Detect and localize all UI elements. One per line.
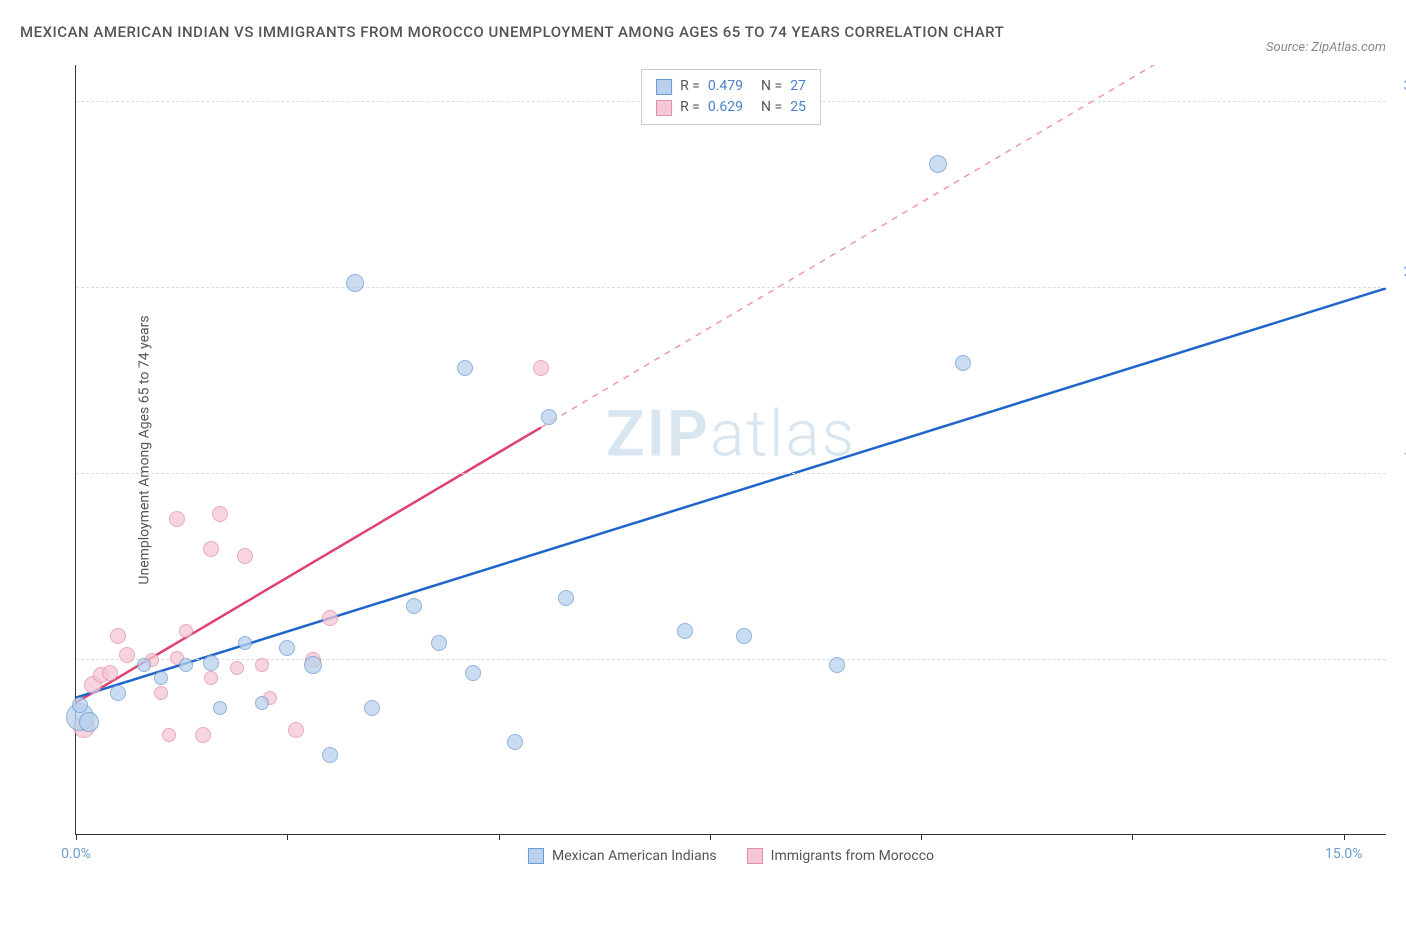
x-tick [921,834,922,840]
plot-wrapper: Unemployment Among Ages 65 to 74 years Z… [20,65,1386,835]
x-tick [76,834,77,840]
scatter-point-series1 [431,635,447,651]
bottom-legend-series2-label: Immigrants from Morocco [771,848,934,864]
legend-row-series1: R = 0.479 N = 27 [656,76,806,97]
legend-r-label: R = [680,97,700,118]
scatter-point-series2 [162,728,176,742]
scatter-point-series1 [829,657,845,673]
scatter-point-series2 [230,661,244,675]
scatter-point-series1 [406,598,422,614]
scatter-point-series2 [255,658,269,672]
gridline [76,473,1386,474]
scatter-point-series1 [677,623,693,639]
chart-title: MEXICAN AMERICAN INDIAN VS IMMIGRANTS FR… [20,20,1004,44]
scatter-point-series2 [179,624,193,638]
scatter-point-series1 [72,697,88,713]
scatter-point-series1 [457,360,473,376]
scatter-point-series1 [238,636,252,650]
scatter-point-series1 [558,590,574,606]
swatch-series1-icon [528,848,544,864]
scatter-point-series1 [137,658,151,672]
scatter-point-series2 [169,511,185,527]
source-label: Source: ZipAtlas.com [1266,40,1386,55]
scatter-point-series1 [179,658,193,672]
scatter-point-series1 [507,734,523,750]
bottom-legend: Mexican American Indians Immigrants from… [528,848,934,864]
trend-line-series1-solid [76,288,1386,697]
legend-n2-value: 25 [790,97,806,118]
scatter-point-series1 [364,700,380,716]
plot-area: ZIPatlas R = 0.479 N = 27 R = 0.629 N = … [75,65,1386,835]
scatter-point-series1 [955,355,971,371]
scatter-point-series2 [203,541,219,557]
scatter-point-series1 [929,155,947,173]
scatter-point-series2 [110,628,126,644]
scatter-point-series1 [736,628,752,644]
scatter-point-series2 [119,647,135,663]
watermark-bold: ZIP [606,397,710,472]
scatter-point-series1 [255,696,269,710]
legend-n-label: N = [761,97,782,118]
swatch-series2 [656,100,672,116]
gridline [76,659,1386,660]
scatter-point-series1 [203,655,219,671]
chart-container: MEXICAN AMERICAN INDIAN VS IMMIGRANTS FR… [20,20,1386,835]
x-tick [710,834,711,840]
scatter-point-series1 [154,671,168,685]
scatter-point-series1 [79,712,99,732]
bottom-legend-series1-label: Mexican American Indians [552,848,717,864]
legend-r-label: R = [680,76,700,97]
bottom-legend-series2: Immigrants from Morocco [747,848,934,864]
gridline [76,287,1386,288]
x-tick [1344,834,1345,840]
watermark: ZIPatlas [606,397,856,472]
scatter-point-series2 [154,686,168,700]
trend-lines-svg [76,65,1386,834]
trend-line-series2-dashed [541,65,1175,428]
legend-r1-value: 0.479 [708,76,743,97]
scatter-point-series2 [212,506,228,522]
scatter-point-series1 [279,640,295,656]
scatter-point-series1 [213,701,227,715]
x-tick [499,834,500,840]
legend-r2-value: 0.629 [708,97,743,118]
swatch-series1 [656,79,672,95]
scatter-point-series2 [195,727,211,743]
scatter-point-series1 [465,665,481,681]
scatter-point-series2 [204,671,218,685]
x-tick-label: 15.0% [1325,846,1363,862]
legend-n1-value: 27 [790,76,806,97]
scatter-point-series1 [541,409,557,425]
scatter-point-series2 [322,610,338,626]
legend-row-series2: R = 0.629 N = 25 [656,97,806,118]
scatter-point-series1 [346,274,364,292]
scatter-point-series2 [533,360,549,376]
swatch-series2-icon [747,848,763,864]
scatter-point-series1 [304,656,322,674]
legend-n-label: N = [761,76,782,97]
watermark-light: atlas [710,397,856,472]
scatter-point-series1 [322,747,338,763]
scatter-point-series2 [288,722,304,738]
bottom-legend-series1: Mexican American Indians [528,848,717,864]
x-tick [1132,834,1133,840]
x-tick [287,834,288,840]
x-tick-label: 0.0% [61,846,91,862]
correlation-legend: R = 0.479 N = 27 R = 0.629 N = 25 [641,69,821,125]
scatter-point-series2 [102,665,118,681]
scatter-point-series2 [237,548,253,564]
scatter-point-series1 [110,685,126,701]
